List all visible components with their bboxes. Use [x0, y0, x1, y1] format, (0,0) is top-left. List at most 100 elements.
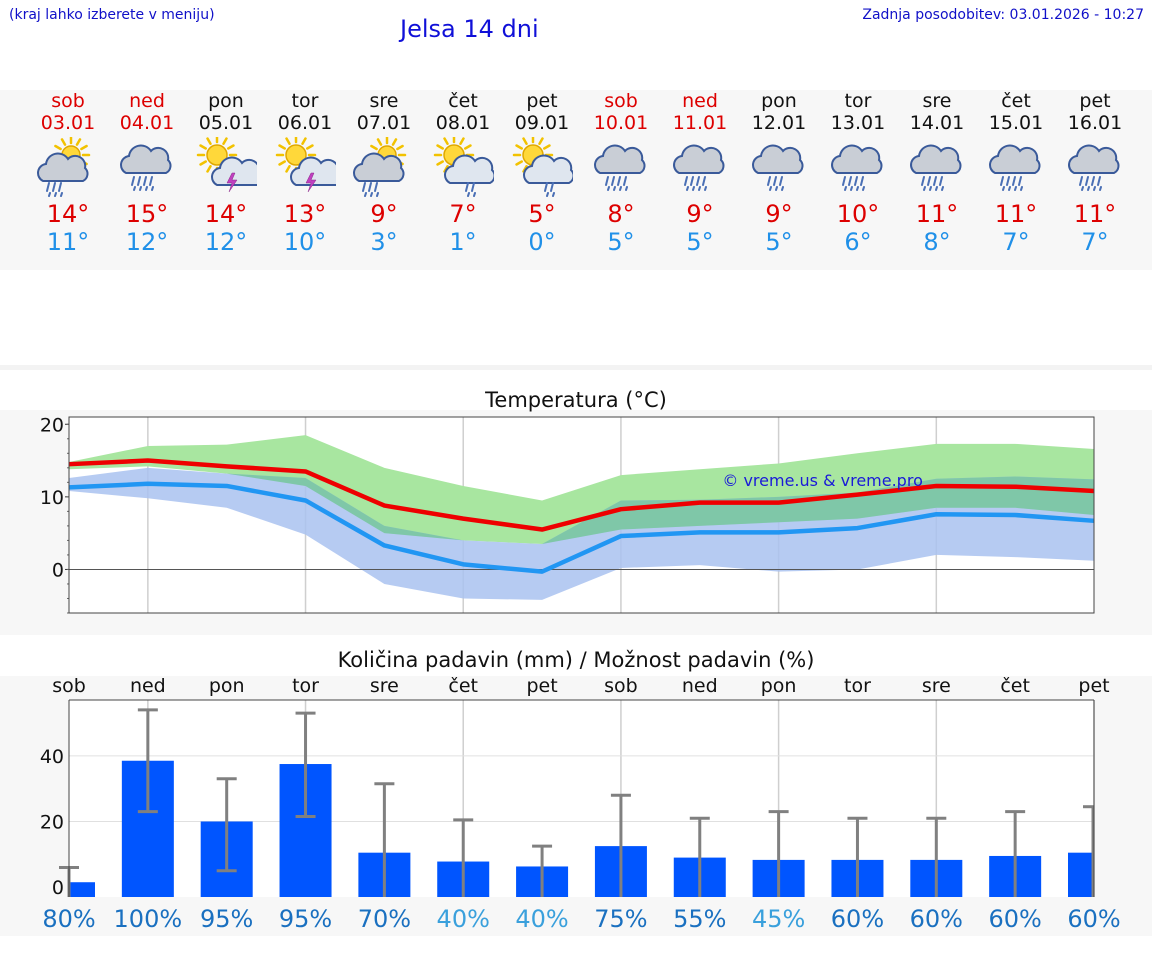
- forecast-max-temp: 11°: [994, 200, 1038, 228]
- min-temp-point: [147, 483, 149, 485]
- watermark: © vreme.us & vreme.pro: [722, 471, 923, 490]
- forecast-day-name: sre: [369, 90, 399, 112]
- forecast-min-temp: 5°: [607, 228, 635, 256]
- cloud-drizzle-icon: [752, 144, 804, 191]
- forecast-date: 05.01: [198, 112, 254, 134]
- min-temp-point: [778, 531, 780, 533]
- forecast-day: sob 03.01 14° 11°: [29, 90, 107, 256]
- forecast-day-name: sob: [51, 90, 85, 112]
- sun-cloud-rain-icon: [37, 137, 91, 197]
- forecast-date: 07.01: [356, 112, 412, 134]
- forecast-min-temp: 7°: [1081, 228, 1109, 256]
- cloud-rain-icon: [1068, 144, 1120, 191]
- precip-baseline-mask: [0, 897, 1152, 899]
- weather-icon-cell: [424, 134, 502, 200]
- max-temp-point: [541, 529, 543, 531]
- cloud-rain-icon: [673, 144, 725, 191]
- min-temp-point: [856, 527, 858, 529]
- weather-icon-cell: [898, 134, 976, 200]
- cloud-rain-icon: [831, 144, 883, 191]
- precip-day-label: čet: [1000, 675, 1030, 697]
- precip-probability: 55%: [673, 905, 726, 933]
- weather-icon-cell: [819, 134, 897, 200]
- weather-icon-cell: [345, 134, 423, 200]
- y-tick-label: 0: [52, 559, 64, 581]
- min-temp-point: [305, 499, 307, 501]
- forecast-date: 12.01: [751, 112, 807, 134]
- precip-bar: [69, 882, 95, 898]
- forecast-min-temp: 12°: [204, 228, 248, 256]
- forecast-day-name: čet: [1001, 90, 1031, 112]
- forecast-day: ned 11.01 9° 5°: [661, 90, 739, 256]
- forecast-strip-bg: [0, 90, 1152, 270]
- forecast-min-temp: 6°: [844, 228, 872, 256]
- forecast-day: čet 15.01 11° 7°: [977, 90, 1055, 256]
- y-tick-label: 0: [52, 877, 64, 899]
- forecast-day-name: sob: [604, 90, 638, 112]
- forecast-date: 11.01: [672, 112, 728, 134]
- precip-probability: 60%: [988, 905, 1041, 933]
- cloud-rain-icon: [120, 144, 172, 191]
- forecast-min-temp: 5°: [765, 228, 793, 256]
- min-temp-point: [383, 544, 385, 546]
- precip-day-label: sob: [52, 675, 86, 697]
- temp-range-overlap: [69, 466, 1094, 545]
- forecast-date: 04.01: [119, 112, 175, 134]
- forecast-max-temp: 13°: [283, 200, 327, 228]
- min-temp-point: [1014, 514, 1016, 516]
- y-tick-label: 20: [40, 414, 64, 436]
- forecast-max-temp: 10°: [836, 200, 880, 228]
- max-temp-point: [383, 505, 385, 507]
- forecast-max-temp: 15°: [125, 200, 169, 228]
- max-temp-point: [305, 470, 307, 472]
- weather-icon-cell: [582, 134, 660, 200]
- weather-icon-cell: [266, 134, 344, 200]
- temperature-chart: 0 10 20 © vreme.us & vreme.pro: [40, 414, 1095, 614]
- precip-probability: 60%: [831, 905, 884, 933]
- forecast-min-temp: 0°: [528, 228, 556, 256]
- precip-day-label: pet: [1078, 675, 1109, 697]
- forecast-day-name: sre: [922, 90, 952, 112]
- sun-cloud-thunder-icon: [196, 137, 257, 193]
- forecast-day: ned 04.01 15° 12°: [108, 90, 186, 256]
- forecast-day-name: ned: [682, 90, 718, 112]
- sun-cloud-drizzle-icon: [512, 137, 573, 197]
- forecast-day-name: ned: [129, 90, 165, 112]
- forecast-day-name: pet: [1079, 90, 1111, 112]
- forecast-day: sre 07.01 9° 3°: [345, 90, 423, 256]
- forecast-day: čet 08.01 7° 1°: [424, 90, 502, 256]
- precip-day-label: pon: [761, 675, 797, 697]
- forecast-day-name: tor: [291, 90, 319, 112]
- forecast-min-temp: 3°: [370, 228, 398, 256]
- forecast-day: pon 12.01 9° 5°: [740, 90, 818, 256]
- forecast-date: 14.01: [909, 112, 965, 134]
- forecast-max-temp: 11°: [1073, 200, 1117, 228]
- sun-cloud-rain-icon: [353, 137, 407, 197]
- forecast-min-temp: 5°: [686, 228, 714, 256]
- sun-cloud-drizzle-icon: [433, 137, 494, 197]
- precip-probability: 95%: [200, 905, 253, 933]
- precip-day-label: sre: [370, 675, 399, 697]
- precip-day-label: pet: [526, 675, 557, 697]
- precip-probability: 100%: [114, 905, 183, 933]
- weather-icon-cell: [29, 134, 107, 200]
- weather-icon-cell: [187, 134, 265, 200]
- precip-day-label: tor: [844, 675, 871, 697]
- precip-chart-title: Količina padavin (mm) / Možnost padavin …: [337, 648, 815, 672]
- precip-probability: 40%: [515, 905, 568, 933]
- forecast-max-temp: 9°: [686, 200, 714, 228]
- min-temp-point: [935, 513, 937, 515]
- forecast-day: pon 05.01 14° 12°: [187, 90, 265, 256]
- forecast-max-temp: 5°: [528, 200, 556, 228]
- forecast-day-name: pet: [526, 90, 558, 112]
- precip-probability: 70%: [358, 905, 411, 933]
- forecast-max-temp: 11°: [915, 200, 959, 228]
- page-title: Jelsa 14 dni: [400, 15, 539, 43]
- precip-bar: [1068, 852, 1094, 898]
- forecast-date: 13.01: [830, 112, 886, 134]
- precip-day-label: sob: [604, 675, 638, 697]
- sun-cloud-thunder-icon: [275, 137, 336, 193]
- cloud-rain-icon: [989, 144, 1041, 191]
- forecast-day-name: tor: [844, 90, 872, 112]
- forecast-day-name: čet: [448, 90, 478, 112]
